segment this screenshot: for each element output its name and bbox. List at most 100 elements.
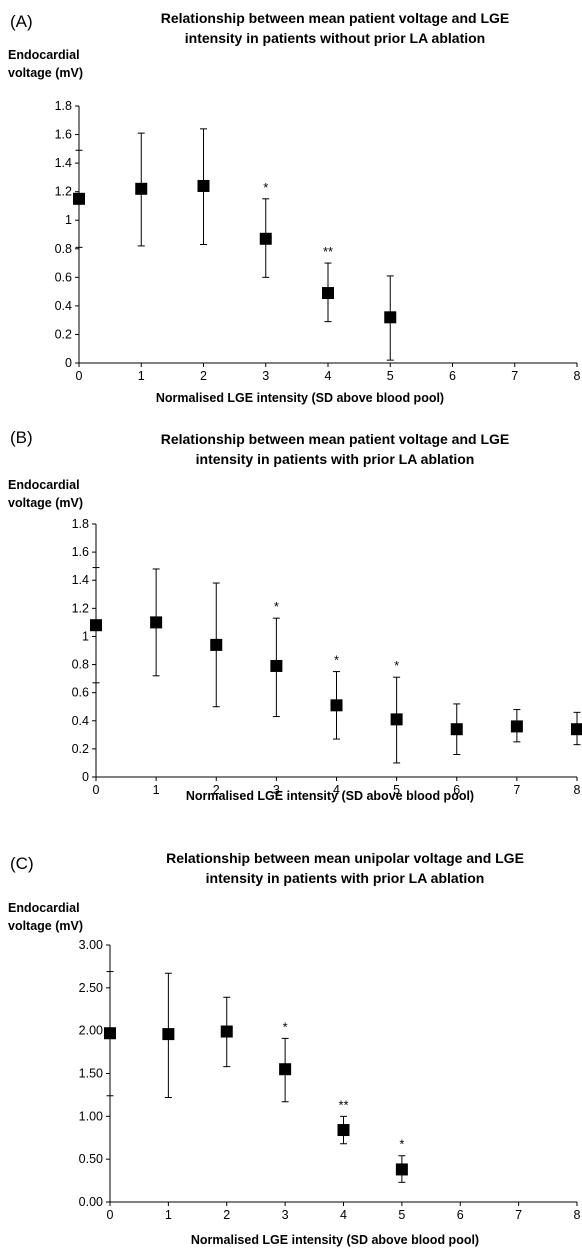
data-marker [511, 720, 523, 732]
data-marker [322, 287, 334, 299]
data-marker [73, 193, 85, 205]
significance-marker: ** [323, 244, 333, 259]
data-marker [331, 699, 343, 711]
chart-a: 00.20.40.60.811.21.41.61.80 1 2 3 4 5 6 7 8*** [0, 0, 582, 410]
data-point [511, 710, 523, 742]
x-tick-label: 4 [325, 369, 332, 383]
data-point: * [396, 1137, 408, 1183]
y-tick-label: 1 [82, 629, 89, 643]
x-tick-label: 3 [282, 1208, 289, 1222]
data-marker [391, 713, 403, 725]
data-point [210, 583, 222, 707]
data-point [104, 972, 116, 1096]
data-point: ** [338, 1097, 350, 1143]
data-point [571, 712, 582, 744]
data-marker [338, 1124, 350, 1136]
x-tick-label: 7 [515, 1208, 522, 1222]
data-marker [162, 1028, 174, 1040]
y-tick-label: 1.00 [79, 1109, 103, 1123]
data-point: * [331, 653, 343, 739]
x-tick-label: 1 [138, 369, 145, 383]
x-axis-label: Normalised LGE intensity (SD above blood… [130, 789, 530, 803]
data-point: * [260, 180, 272, 278]
data-point [150, 569, 162, 676]
x-tick-label: 1 [165, 1208, 172, 1222]
y-tick-label: 3.00 [79, 938, 103, 952]
data-marker [90, 619, 102, 631]
data-point [135, 133, 147, 246]
y-tick-label: 1.6 [72, 545, 89, 559]
x-tick-label: 4 [340, 1208, 347, 1222]
y-tick-label: 0.8 [72, 658, 89, 672]
significance-marker: ** [338, 1097, 348, 1112]
y-tick-label: 2.00 [79, 1024, 103, 1038]
x-tick-label: 6 [457, 1208, 464, 1222]
y-tick-label: 1.4 [55, 156, 72, 170]
x-tick-label: 5 [398, 1208, 405, 1222]
chart-b: 0 0.2 0.4 0.6 0.8 1 1.2 1.4 1.6 1.8 0 1 2 3 4 5 6 7 8 * * * [0, 410, 582, 830]
y-tick-label: 1.6 [55, 128, 72, 142]
x-tick-label: 2 [200, 369, 207, 383]
data-marker [221, 1026, 233, 1038]
significance-marker: * [399, 1137, 404, 1152]
data-marker [104, 1027, 116, 1039]
x-tick-label: 3 [262, 369, 269, 383]
data-marker [210, 639, 222, 651]
data-point [198, 129, 210, 245]
y-tick-label: 1.4 [72, 573, 89, 587]
panel-b: (B) Relationship between mean patient vo… [0, 410, 582, 830]
data-point: ** [322, 244, 334, 322]
x-tick-label: 0 [107, 1208, 114, 1222]
x-axis-label: Normalised LGE intensity (SD above blood… [100, 391, 500, 405]
y-tick-label: 1.50 [79, 1067, 103, 1081]
x-tick-label: 0 [93, 783, 100, 797]
x-tick-label: 8 [574, 369, 581, 383]
x-axis-label: Normalised LGE intensity (SD above blood… [135, 1233, 535, 1247]
data-marker [396, 1163, 408, 1175]
data-point [451, 704, 463, 755]
data-marker [150, 616, 162, 628]
data-point: * [279, 1019, 291, 1101]
x-tick-label: 6 [449, 369, 456, 383]
y-tick-label: 0.6 [55, 270, 72, 284]
data-marker [571, 723, 582, 735]
data-marker [384, 311, 396, 323]
significance-marker: * [334, 653, 339, 668]
data-point: * [391, 658, 403, 763]
y-tick-label: 0.8 [55, 242, 72, 256]
y-tick-label: 1.8 [72, 517, 89, 531]
y-tick-label: 0.4 [72, 714, 89, 728]
data-marker [198, 180, 210, 192]
x-tick-label: 0 [76, 369, 83, 383]
chart-c: 0.000.501.001.502.002.503.000 1 2 3 4 5 6 7 8***… [0, 830, 582, 1260]
x-tick-label: 8 [574, 1208, 581, 1222]
y-tick-label: 1 [65, 213, 72, 227]
y-tick-label: 1.2 [72, 601, 89, 615]
y-tick-label: 0.2 [55, 327, 72, 341]
y-tick-label: 0.50 [79, 1152, 103, 1166]
y-tick-label: 2.50 [79, 981, 103, 995]
data-marker [135, 183, 147, 195]
data-point [73, 150, 85, 247]
data-point [162, 973, 174, 1097]
y-tick-label: 0 [82, 770, 89, 784]
y-tick-label: 1.8 [55, 99, 72, 113]
significance-marker: * [274, 599, 279, 614]
x-tick-label: 2 [223, 1208, 230, 1222]
y-tick-label: 1.2 [55, 185, 72, 199]
y-tick-label: 0.00 [79, 1195, 103, 1209]
y-tick-label: 0.2 [72, 742, 89, 756]
panel-a: (A) Relationship between mean patient vo… [0, 0, 582, 410]
data-point: * [270, 599, 282, 716]
y-tick-label: 0 [65, 356, 72, 370]
data-point [221, 997, 233, 1066]
significance-marker: * [263, 180, 268, 195]
data-marker [260, 233, 272, 245]
x-tick-label: 7 [511, 369, 518, 383]
y-tick-label: 0.6 [72, 686, 89, 700]
data-marker [270, 660, 282, 672]
x-tick-label: 5 [387, 369, 394, 383]
data-point [384, 276, 396, 360]
data-point [90, 568, 102, 683]
significance-marker: * [283, 1019, 288, 1034]
